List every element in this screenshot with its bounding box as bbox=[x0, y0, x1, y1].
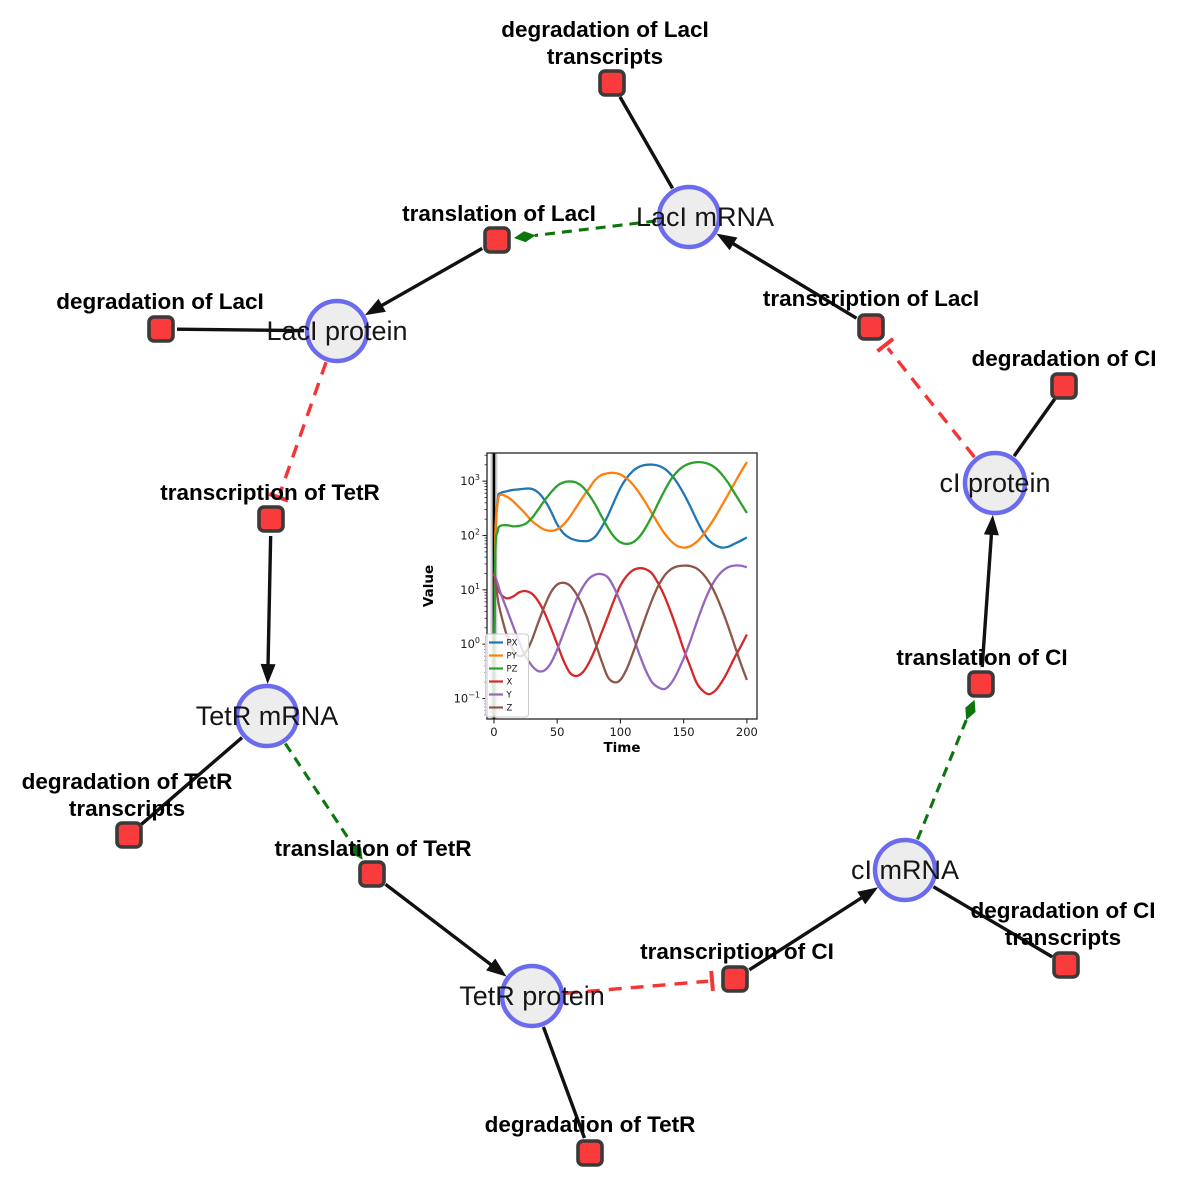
species-node-laci-protein[interactable] bbox=[304, 298, 370, 364]
reaction-node-deg-tetr[interactable] bbox=[576, 1139, 604, 1167]
edge-ci-protein-deg-ci bbox=[1012, 398, 1057, 458]
species-node-laci-mrna[interactable] bbox=[656, 184, 722, 250]
x-tick-label: 100 bbox=[609, 725, 631, 739]
reaction-label-deg-ci-tx: degradation of CI transcripts bbox=[971, 898, 1156, 950]
reaction-node-transcription-tetr[interactable] bbox=[257, 505, 285, 533]
species-label-laci-mrna: LacI mRNA bbox=[636, 202, 774, 232]
reaction-node-translation-ci[interactable] bbox=[967, 670, 995, 698]
species-node-ci-mrna[interactable] bbox=[872, 837, 938, 903]
edge-translation-tetr-tetr-protein bbox=[384, 882, 507, 977]
series-PX bbox=[492, 463, 748, 715]
y-tick-label: 103 bbox=[460, 473, 480, 488]
inset-chart: 0 50 100 150 20010−1100101102103TimeValuePXP… bbox=[421, 452, 758, 756]
species-label-ci-protein: cI protein bbox=[939, 468, 1050, 498]
legend-label-X: X bbox=[507, 678, 513, 688]
y-tick-label: 102 bbox=[460, 528, 480, 543]
y-tick-label: 10−1 bbox=[454, 691, 480, 706]
species-node-tetr-mrna[interactable] bbox=[234, 683, 300, 749]
chart-spines bbox=[486, 452, 758, 720]
reaction-label-deg-laci: degradation of LacI bbox=[56, 289, 264, 314]
edge-tetr-mrna-translation-tetr bbox=[283, 742, 363, 860]
reaction-label-deg-tetr-tx: degradation of TetR transcripts bbox=[22, 769, 233, 821]
x-tick-label: 50 bbox=[550, 725, 565, 739]
reaction-node-deg-tetr-tx[interactable] bbox=[115, 821, 143, 849]
species-node-ci-protein[interactable] bbox=[962, 450, 1028, 516]
legend-item-PY: PY bbox=[489, 652, 517, 662]
edge-laci-protein-deg-laci bbox=[176, 327, 305, 333]
legend-label-PX: PX bbox=[507, 639, 518, 649]
series-Z bbox=[492, 564, 748, 684]
reaction-node-deg-laci[interactable] bbox=[147, 315, 175, 343]
legend-item-PZ: PZ bbox=[489, 665, 518, 675]
x-tick-label: 0 bbox=[490, 725, 497, 739]
species-label-laci-protein: LacI protein bbox=[266, 316, 407, 346]
reaction-label-deg-tetr: degradation of TetR bbox=[485, 1112, 696, 1137]
reaction-node-deg-ci[interactable] bbox=[1050, 372, 1078, 400]
reaction-node-translation-tetr[interactable] bbox=[358, 860, 386, 888]
legend-item-Y: Y bbox=[489, 691, 513, 701]
nodes-layer bbox=[115, 69, 1080, 1167]
edge-laci-mrna-translation-laci bbox=[513, 219, 657, 243]
legend-label-PY: PY bbox=[507, 652, 518, 662]
x-tick-label: 150 bbox=[673, 725, 695, 739]
edges-layer bbox=[140, 96, 1057, 1139]
edge-tetr-mrna-deg-tetr-tx bbox=[140, 736, 244, 826]
legend-item-Z: Z bbox=[489, 704, 513, 714]
edge-transcription-ci-ci-mrna bbox=[748, 887, 879, 972]
edge-translation-ci-ci-protein bbox=[980, 514, 999, 668]
x-tick-label: 200 bbox=[736, 725, 758, 739]
reaction-label-transcription-laci: transcription of LacI bbox=[763, 286, 979, 311]
reaction-node-deg-laci-tx[interactable] bbox=[598, 69, 626, 97]
labels-layer: LacI mRNA LacI protein TetR mRNA TetR prote… bbox=[22, 17, 1157, 1137]
species-node-tetr-protein[interactable] bbox=[499, 963, 565, 1029]
species-label-tetr-mrna: TetR mRNA bbox=[196, 701, 339, 731]
legend-item-X: X bbox=[489, 678, 513, 688]
legend-label-Z: Z bbox=[507, 704, 513, 714]
edge-tetr-protein-transcription-ci bbox=[564, 970, 715, 995]
edge-laci-mrna-deg-laci-tx bbox=[618, 96, 675, 190]
series-Y bbox=[492, 564, 748, 691]
reaction-label-transcription-tetr: transcription of TetR bbox=[160, 480, 380, 505]
species-label-tetr-protein: TetR protein bbox=[459, 981, 605, 1011]
edge-transcription-tetr-tetr-mrna bbox=[260, 535, 276, 684]
reaction-node-transcription-laci[interactable] bbox=[857, 313, 885, 341]
y-tick-label: 100 bbox=[460, 636, 480, 651]
species-label-ci-mrna: cI mRNA bbox=[851, 855, 959, 885]
edge-ci-mrna-deg-ci-tx bbox=[932, 885, 1054, 959]
reaction-label-translation-laci: translation of LacI bbox=[402, 201, 596, 226]
legend-label-PZ: PZ bbox=[507, 665, 518, 675]
edge-ci-mrna-translation-ci bbox=[916, 699, 976, 841]
edge-tetr-protein-deg-tetr bbox=[541, 1026, 587, 1139]
y-tick-label: 101 bbox=[460, 582, 480, 597]
reaction-label-transcription-ci: transcription of CI bbox=[640, 939, 834, 964]
y-axis-label: Value bbox=[421, 565, 437, 607]
legend-label-Y: Y bbox=[506, 691, 513, 701]
edge-translation-laci-laci-protein bbox=[364, 246, 484, 316]
series-PY bbox=[492, 461, 748, 715]
reaction-node-transcription-ci[interactable] bbox=[721, 965, 749, 993]
reaction-node-translation-laci[interactable] bbox=[483, 226, 511, 254]
edge-transcription-laci-laci-mrna bbox=[716, 233, 858, 320]
reaction-label-deg-laci-tx: degradation of LacI transcripts bbox=[501, 17, 709, 69]
chart-legend: PX PY PZ XYZ bbox=[485, 633, 529, 718]
reaction-label-translation-tetr: translation of TetR bbox=[274, 836, 471, 861]
edge-ci-protein-transcription-laci bbox=[876, 337, 976, 459]
series-PZ bbox=[492, 460, 748, 715]
legend-item-PX: PX bbox=[489, 639, 518, 649]
reaction-node-deg-ci-tx[interactable] bbox=[1052, 951, 1080, 979]
x-axis-label: Time bbox=[603, 740, 640, 756]
reaction-label-deg-ci: degradation of CI bbox=[972, 346, 1157, 371]
edge-laci-protein-transcription-tetr bbox=[268, 361, 328, 503]
reaction-label-translation-ci: translation of CI bbox=[896, 645, 1067, 670]
